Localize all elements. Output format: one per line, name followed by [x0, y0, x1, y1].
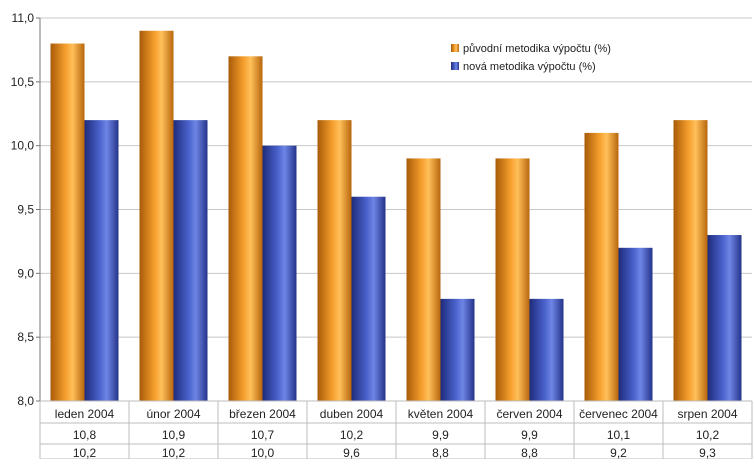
bar-puvodni	[495, 158, 530, 401]
data-label-puvodni: 10,7	[251, 428, 275, 442]
legend-swatch	[451, 62, 459, 70]
bar-nova	[173, 120, 208, 401]
legend-box	[448, 35, 650, 79]
x-category-label: červen 2004	[496, 407, 562, 421]
legend-entry: nová metodika výpočtu (%)	[463, 61, 596, 73]
data-label-puvodni: 10,1	[607, 428, 631, 442]
x-category-label: srpen 2004	[677, 407, 737, 421]
data-label-puvodni: 9,9	[521, 428, 538, 442]
data-label-puvodni: 9,9	[432, 428, 449, 442]
x-category-label: květen 2004	[408, 407, 474, 421]
bar-nova	[707, 235, 742, 401]
bar-nova	[529, 298, 564, 401]
bar-nova	[262, 145, 297, 401]
legend-swatch	[451, 44, 459, 52]
y-tick-label: 9,5	[17, 203, 34, 217]
y-tick-label: 8,0	[17, 394, 34, 408]
bar-nova	[440, 298, 475, 401]
y-tick-label: 10,0	[11, 139, 35, 153]
data-label-nova: 10,2	[73, 446, 97, 459]
y-tick-label: 8,5	[17, 330, 34, 344]
bar-puvodni	[317, 120, 352, 401]
y-tick-label: 9,0	[17, 266, 34, 280]
data-label-nova: 8,8	[521, 446, 538, 459]
bar-puvodni	[139, 30, 174, 402]
x-category-label: červenec 2004	[579, 407, 658, 421]
y-tick-label: 10,5	[11, 75, 35, 89]
bar-puvodni	[50, 43, 85, 402]
data-label-nova: 9,6	[343, 446, 360, 459]
bar-puvodni	[228, 56, 263, 402]
data-label-puvodni: 10,8	[73, 428, 97, 442]
legend-entry: původní metodika výpočtu (%)	[463, 43, 611, 55]
x-category-label: březen 2004	[229, 407, 296, 421]
data-label-nova: 10,2	[162, 446, 186, 459]
data-label-nova: 9,3	[699, 446, 716, 459]
data-label-nova: 9,2	[610, 446, 627, 459]
data-label-puvodni: 10,9	[162, 428, 186, 442]
bar-nova	[351, 196, 386, 401]
data-label-puvodni: 10,2	[696, 428, 720, 442]
data-label-nova: 10,0	[251, 446, 275, 459]
bar-puvodni	[673, 120, 708, 401]
data-label-nova: 8,8	[432, 446, 449, 459]
bar-nova	[84, 120, 119, 401]
bar-puvodni	[584, 132, 619, 401]
y-tick-label: 11,0	[12, 11, 35, 25]
x-category-label: únor 2004	[146, 407, 200, 421]
bar-puvodni	[406, 158, 441, 401]
x-category-label: leden 2004	[55, 407, 115, 421]
x-category-label: duben 2004	[320, 407, 384, 421]
bar-nova	[618, 247, 653, 401]
data-label-puvodni: 10,2	[340, 428, 364, 442]
